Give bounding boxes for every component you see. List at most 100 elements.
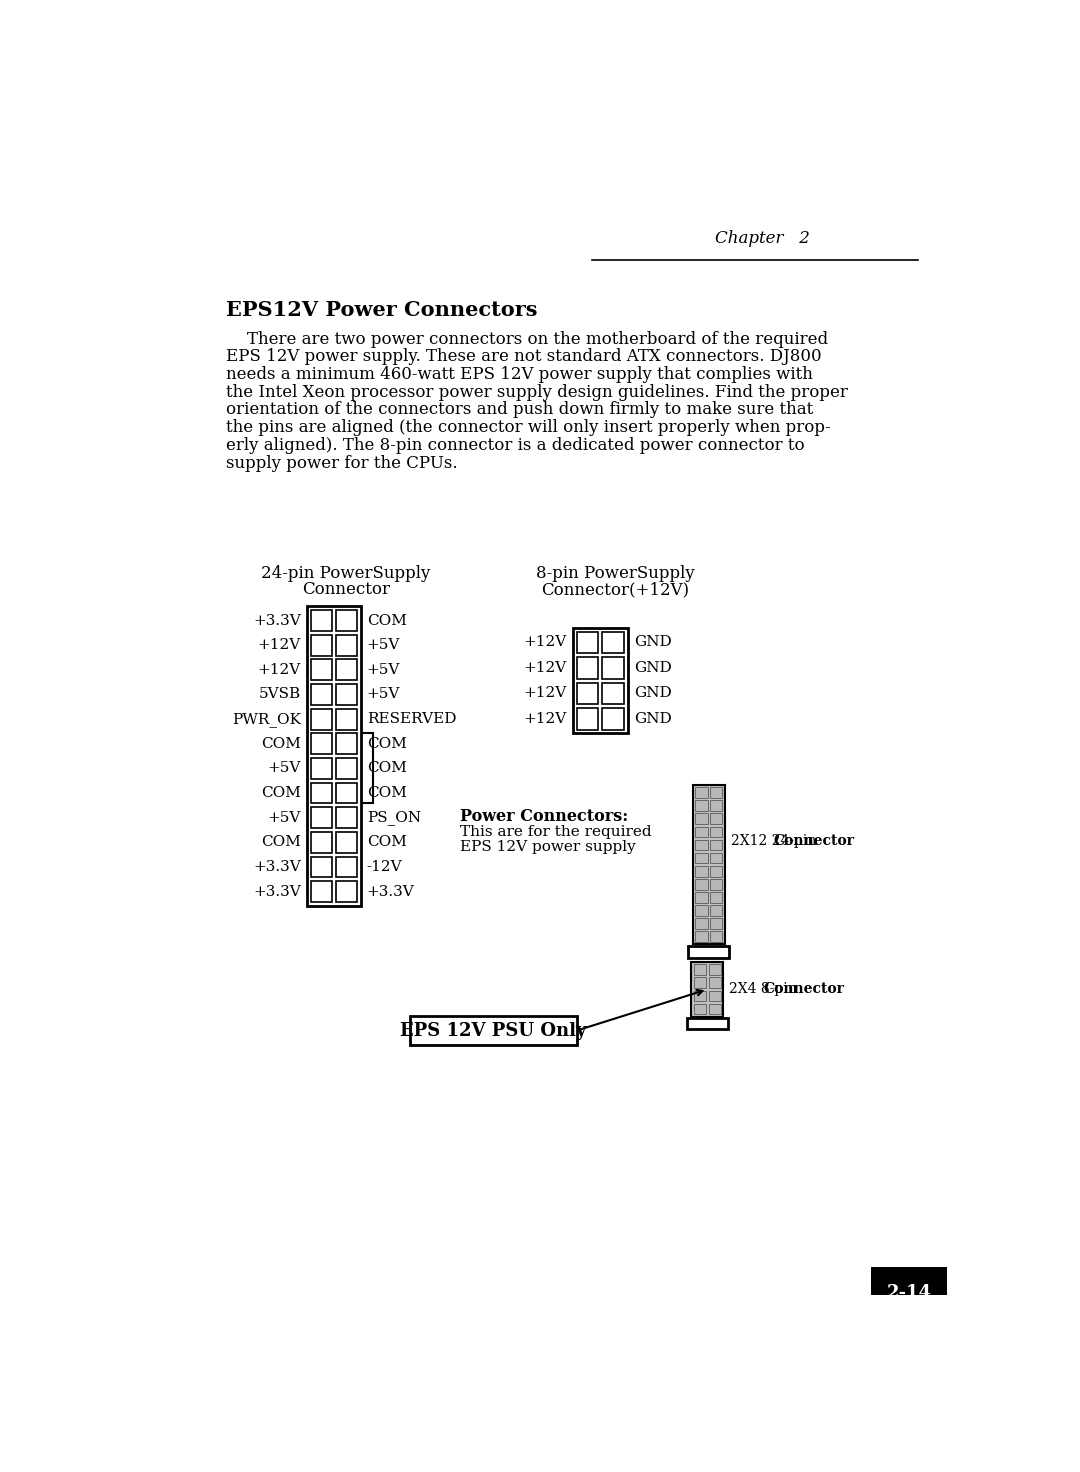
Bar bbox=[688, 946, 729, 958]
Text: +3.3V: +3.3V bbox=[253, 885, 301, 898]
Bar bbox=[710, 826, 723, 838]
Bar bbox=[311, 684, 332, 705]
Text: erly aligned). The 8-pin connector is a dedicated power connector to: erly aligned). The 8-pin connector is a … bbox=[227, 437, 805, 453]
Bar bbox=[696, 919, 707, 929]
Bar bbox=[336, 611, 356, 631]
Bar bbox=[311, 783, 332, 804]
Bar bbox=[710, 801, 723, 811]
Text: +12V: +12V bbox=[524, 636, 567, 649]
Bar bbox=[710, 919, 723, 929]
Text: +12V: +12V bbox=[524, 686, 567, 701]
Bar bbox=[572, 629, 627, 733]
Text: Connector: Connector bbox=[301, 581, 390, 598]
Bar bbox=[710, 852, 723, 864]
Text: GND: GND bbox=[634, 661, 672, 674]
Bar bbox=[311, 634, 332, 655]
Bar bbox=[311, 882, 332, 902]
Text: +3.3V: +3.3V bbox=[253, 860, 301, 874]
Bar bbox=[696, 879, 707, 889]
Bar bbox=[696, 788, 707, 798]
Text: Chapter   2: Chapter 2 bbox=[715, 231, 810, 247]
Bar bbox=[336, 807, 356, 829]
Bar bbox=[708, 1004, 721, 1014]
Bar bbox=[336, 758, 356, 779]
Bar bbox=[577, 657, 598, 679]
Bar bbox=[710, 892, 723, 902]
Text: COM: COM bbox=[367, 761, 406, 776]
Bar bbox=[603, 631, 624, 654]
Bar bbox=[687, 1019, 728, 1029]
Bar bbox=[696, 905, 707, 916]
Bar bbox=[336, 733, 356, 754]
Text: 24-pin PowerSupply: 24-pin PowerSupply bbox=[261, 565, 431, 583]
Text: +3.3V: +3.3V bbox=[253, 614, 301, 627]
Bar bbox=[336, 708, 356, 730]
Bar bbox=[710, 905, 723, 916]
Text: 5VSB: 5VSB bbox=[259, 687, 301, 702]
Bar bbox=[708, 964, 721, 974]
Bar bbox=[603, 683, 624, 704]
Text: the Intel Xeon processor power supply design guidelines. Find the proper: the Intel Xeon processor power supply de… bbox=[227, 384, 848, 400]
Bar bbox=[693, 1004, 706, 1014]
Text: EPS12V Power Connectors: EPS12V Power Connectors bbox=[227, 300, 538, 319]
Text: COM: COM bbox=[367, 835, 406, 849]
Text: COM: COM bbox=[367, 737, 406, 751]
Text: EPS 12V PSU Only: EPS 12V PSU Only bbox=[401, 1022, 586, 1039]
Text: EPS 12V power supply. These are not standard ATX connectors. DJ800: EPS 12V power supply. These are not stan… bbox=[227, 349, 822, 365]
Bar bbox=[696, 814, 707, 824]
Bar bbox=[693, 964, 706, 974]
Text: +12V: +12V bbox=[258, 662, 301, 677]
Bar bbox=[693, 977, 706, 988]
Bar bbox=[696, 801, 707, 811]
Bar bbox=[410, 1016, 577, 1045]
Text: +5V: +5V bbox=[367, 639, 400, 652]
Bar bbox=[872, 1267, 947, 1295]
Bar bbox=[311, 611, 332, 631]
Bar bbox=[696, 932, 707, 942]
Bar bbox=[693, 991, 706, 1001]
Bar bbox=[336, 882, 356, 902]
Bar bbox=[710, 879, 723, 889]
Text: 2X12 24-pin: 2X12 24-pin bbox=[731, 833, 821, 848]
Bar bbox=[696, 892, 707, 902]
Text: Connector(+12V): Connector(+12V) bbox=[541, 581, 689, 598]
Bar bbox=[693, 785, 725, 945]
Text: GND: GND bbox=[634, 712, 672, 726]
Bar bbox=[696, 852, 707, 864]
Text: This are for the required: This are for the required bbox=[460, 824, 652, 839]
Text: supply power for the CPUs.: supply power for the CPUs. bbox=[227, 455, 458, 471]
Bar bbox=[696, 826, 707, 838]
Bar bbox=[603, 657, 624, 679]
Bar bbox=[710, 788, 723, 798]
Text: COM: COM bbox=[367, 786, 406, 799]
Bar bbox=[710, 932, 723, 942]
Bar bbox=[336, 659, 356, 680]
Bar bbox=[710, 839, 723, 851]
Bar bbox=[336, 684, 356, 705]
Bar bbox=[603, 708, 624, 730]
Bar bbox=[710, 866, 723, 876]
Text: +5V: +5V bbox=[367, 662, 400, 677]
Bar bbox=[336, 783, 356, 804]
Text: RESERVED: RESERVED bbox=[367, 712, 456, 726]
Text: 2-14: 2-14 bbox=[887, 1284, 932, 1303]
Bar bbox=[577, 708, 598, 730]
Bar bbox=[311, 758, 332, 779]
Text: COM: COM bbox=[261, 737, 301, 751]
Text: COM: COM bbox=[261, 786, 301, 799]
Bar bbox=[307, 606, 361, 905]
Bar bbox=[696, 839, 707, 851]
Text: Connector: Connector bbox=[764, 982, 845, 997]
Text: PWR_OK: PWR_OK bbox=[232, 711, 301, 727]
Text: Power Connectors:: Power Connectors: bbox=[460, 808, 629, 824]
Text: +3.3V: +3.3V bbox=[367, 885, 415, 898]
Bar bbox=[311, 807, 332, 829]
Bar bbox=[577, 683, 598, 704]
Bar bbox=[311, 733, 332, 754]
Text: GND: GND bbox=[634, 636, 672, 649]
Text: There are two power connectors on the motherboard of the required: There are two power connectors on the mo… bbox=[227, 331, 828, 347]
Text: +5V: +5V bbox=[268, 761, 301, 776]
Text: +5V: +5V bbox=[367, 687, 400, 702]
Bar bbox=[691, 963, 724, 1017]
Text: orientation of the connectors and push down firmly to make sure that: orientation of the connectors and push d… bbox=[227, 402, 813, 418]
